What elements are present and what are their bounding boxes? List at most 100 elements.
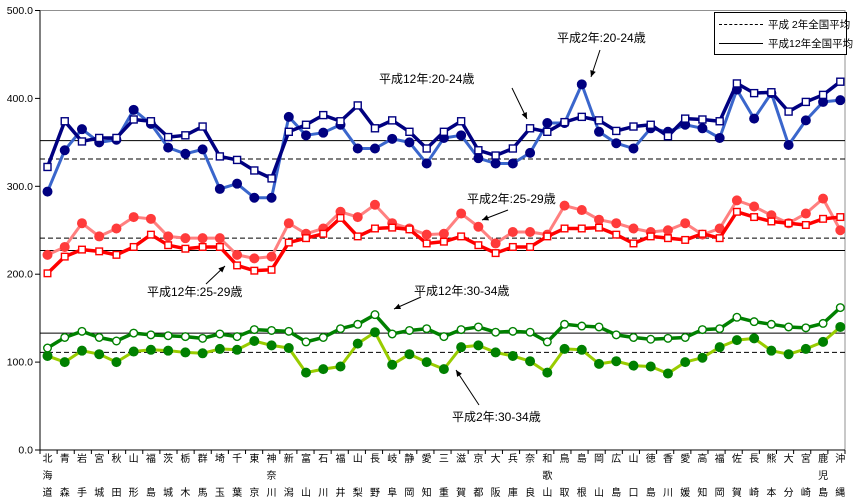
annotation-arrow [455, 369, 480, 406]
series-marker-2 [438, 228, 449, 239]
series-marker-5 [525, 327, 535, 337]
series-marker-3 [422, 239, 431, 248]
series-marker-5 [180, 332, 190, 342]
series-marker-5 [560, 319, 570, 329]
series-marker-1 [474, 146, 483, 155]
x-category-label: 香 [663, 453, 673, 465]
series-marker-0 [576, 79, 587, 90]
series-marker-3 [112, 250, 121, 259]
series-marker-0 [214, 183, 225, 194]
series-marker-1 [456, 117, 466, 126]
series-marker-4 [421, 357, 432, 368]
series-marker-3 [198, 242, 207, 251]
series-marker-0 [697, 123, 708, 134]
series-marker-2 [525, 227, 536, 238]
series-marker-2 [456, 208, 467, 219]
x-category-label: 島 [646, 486, 656, 499]
series-marker-0 [266, 192, 277, 203]
series-marker-4 [197, 348, 208, 359]
x-category-label: 山 [628, 453, 638, 465]
series-marker-2 [180, 233, 191, 244]
series-marker-1 [60, 117, 69, 126]
series-marker-4 [835, 321, 846, 332]
series-marker-5 [60, 332, 70, 342]
series-marker-0 [387, 133, 398, 144]
series-marker-2 [662, 225, 673, 236]
annotation-arrowhead [482, 215, 489, 221]
x-category-label: 山 [353, 453, 363, 465]
series-marker-5 [491, 327, 501, 337]
annotation-arrowhead [590, 70, 596, 77]
x-category-label: 阜 [387, 486, 397, 499]
x-category-label: 群 [198, 452, 208, 465]
series-marker-3 [353, 232, 362, 241]
x-category-label: 神 [267, 452, 277, 465]
x-category-label: 野 [370, 487, 380, 499]
y-tick-label: 500.0 [7, 5, 33, 17]
series-marker-5 [94, 332, 104, 342]
series-marker-3 [784, 219, 793, 228]
series-marker-1 [491, 151, 500, 160]
series-marker-0 [594, 126, 605, 137]
x-category-label: 川 [267, 488, 277, 499]
x-category-label: 福 [146, 452, 156, 465]
series-marker-4 [818, 336, 829, 347]
series-marker-2 [800, 208, 811, 219]
series-marker-5 [422, 324, 432, 334]
series-marker-0 [783, 139, 794, 150]
series-marker-1 [181, 131, 190, 140]
x-category-label: 青 [60, 452, 70, 465]
series-marker-4 [387, 359, 398, 370]
series-marker-3 [60, 252, 69, 261]
series-marker-3 [457, 232, 466, 241]
series-marker-4 [731, 335, 742, 346]
legend-entry-h12-average: 平成12年全国平均 [719, 34, 853, 52]
series-marker-5 [301, 337, 311, 347]
series-marker-0 [180, 148, 191, 159]
series-marker-0 [42, 186, 53, 197]
series-marker-1 [629, 122, 638, 131]
series-marker-3 [146, 230, 155, 239]
series-marker-5 [715, 324, 725, 334]
series-marker-2 [818, 193, 829, 204]
series-marker-4 [456, 342, 467, 353]
x-category-label: 岩 [77, 452, 87, 465]
series-marker-5 [508, 326, 518, 336]
annotation-h12-20-24: 平成12年:20-24歳 [379, 72, 475, 86]
series-marker-3 [405, 225, 414, 234]
x-category-label: 鹿 [818, 452, 828, 465]
series-marker-5 [284, 326, 294, 336]
x-category-label: 島 [611, 486, 621, 499]
y-tick-label: 0.0 [18, 445, 33, 457]
legend-box: 平成 2年全国平均 平成12年全国平均 [714, 12, 853, 55]
series-marker-5 [43, 343, 53, 353]
series-marker-1 [508, 144, 518, 153]
annotation-arrowhead [394, 303, 401, 310]
series-marker-4 [283, 343, 294, 354]
series-marker-4 [335, 361, 346, 372]
x-category-label: 岡 [404, 487, 414, 499]
legend-label: 平成 2年全国平均 [768, 18, 851, 31]
series-marker-4 [369, 327, 380, 338]
x-category-label: 福 [715, 452, 725, 465]
series-marker-0 [473, 153, 484, 164]
series-marker-3 [629, 239, 638, 248]
series-marker-5 [611, 330, 621, 340]
series-marker-1 [560, 117, 569, 127]
series-marker-3 [302, 234, 311, 243]
series-marker-1 [198, 122, 207, 131]
series-marker-4 [594, 358, 605, 369]
x-category-label: 川 [663, 488, 673, 499]
y-tick-label: 200.0 [7, 269, 33, 281]
series-marker-4 [559, 343, 570, 354]
x-category-label: 歌 [542, 469, 552, 482]
series-marker-3 [577, 224, 586, 233]
series-marker-4 [404, 349, 415, 360]
annotation-h12-25-29: 平成12年:25-29歳 [147, 285, 243, 299]
series-marker-4 [800, 343, 811, 354]
x-category-label: 島 [146, 486, 156, 499]
series-marker-1 [129, 115, 138, 124]
series-marker-5 [473, 322, 483, 332]
series-marker-3 [267, 265, 276, 274]
